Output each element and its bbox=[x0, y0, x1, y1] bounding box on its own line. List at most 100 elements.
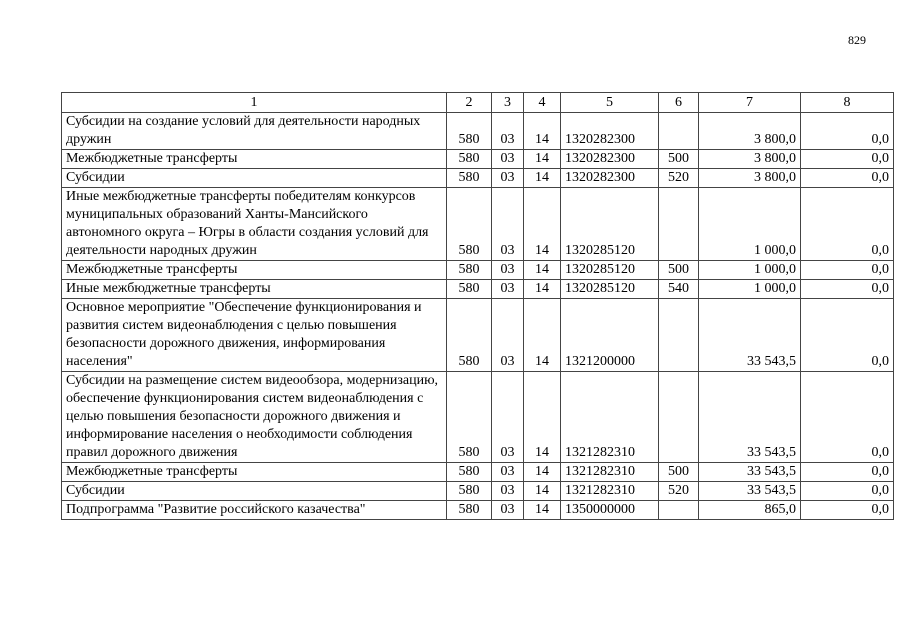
subsection-code: 14 bbox=[523, 112, 561, 150]
amount-col7: 3 800,0 bbox=[698, 112, 801, 150]
expense-type bbox=[658, 112, 699, 150]
subsection-code: 14 bbox=[523, 500, 561, 520]
amount-col7: 1 000,0 bbox=[698, 260, 801, 280]
amount-col8: 0,0 bbox=[800, 260, 894, 280]
admin-code: 580 bbox=[446, 279, 492, 299]
subsection-code: 14 bbox=[523, 168, 561, 188]
section-code: 03 bbox=[491, 481, 524, 501]
admin-code: 580 bbox=[446, 500, 492, 520]
column-header: 4 bbox=[523, 92, 561, 113]
amount-col7: 1 000,0 bbox=[698, 279, 801, 299]
amount-col7: 3 800,0 bbox=[698, 149, 801, 169]
table-row: Межбюджетные трансферты 580 03 14 1321282310… bbox=[61, 462, 894, 482]
column-header: 7 bbox=[698, 92, 801, 113]
table-row: Подпрограмма "Развитие российского казач… bbox=[61, 500, 894, 520]
target-article: 1350000000 bbox=[560, 500, 659, 520]
subsection-code: 14 bbox=[523, 149, 561, 169]
amount-col7: 33 543,5 bbox=[698, 462, 801, 482]
table-row: Субсидии 580 03 14 1321282310 520 33 543,5 0,0 bbox=[61, 481, 894, 501]
amount-col8: 0,0 bbox=[800, 371, 894, 463]
amount-col8: 0,0 bbox=[800, 168, 894, 188]
amount-col8: 0,0 bbox=[800, 149, 894, 169]
expense-type: 520 bbox=[658, 168, 699, 188]
amount-col8: 0,0 bbox=[800, 500, 894, 520]
expense-type: 500 bbox=[658, 149, 699, 169]
expense-type bbox=[658, 187, 699, 261]
subsection-code: 14 bbox=[523, 187, 561, 261]
admin-code: 580 bbox=[446, 187, 492, 261]
admin-code: 580 bbox=[446, 462, 492, 482]
section-code: 03 bbox=[491, 112, 524, 150]
expense-type: 500 bbox=[658, 260, 699, 280]
expense-type bbox=[658, 298, 699, 372]
row-name: Иные межбюджетные трансферты победителям… bbox=[61, 187, 447, 261]
table-row: Межбюджетные трансферты 580 03 14 1320285120… bbox=[61, 260, 894, 280]
row-name: Межбюджетные трансферты bbox=[61, 462, 447, 482]
expense-type: 500 bbox=[658, 462, 699, 482]
table-row: Иные межбюджетные трансферты 580 03 14 13202… bbox=[61, 279, 894, 299]
section-code: 03 bbox=[491, 149, 524, 169]
admin-code: 580 bbox=[446, 168, 492, 188]
subsection-code: 14 bbox=[523, 279, 561, 299]
row-name: Субсидии bbox=[61, 168, 447, 188]
amount-col8: 0,0 bbox=[800, 462, 894, 482]
amount-col8: 0,0 bbox=[800, 481, 894, 501]
table-row: Субсидии на создание условий для деятель… bbox=[61, 112, 894, 150]
section-code: 03 bbox=[491, 298, 524, 372]
column-header: 5 bbox=[560, 92, 659, 113]
target-article: 1320285120 bbox=[560, 187, 659, 261]
subsection-code: 14 bbox=[523, 462, 561, 482]
column-header: 3 bbox=[491, 92, 524, 113]
row-name: Межбюджетные трансферты bbox=[61, 149, 447, 169]
row-name: Субсидии bbox=[61, 481, 447, 501]
row-name: Основное мероприятие "Обеспечение функци… bbox=[61, 298, 447, 372]
column-header: 2 bbox=[446, 92, 492, 113]
section-code: 03 bbox=[491, 462, 524, 482]
admin-code: 580 bbox=[446, 260, 492, 280]
table-row: Иные межбюджетные трансферты победителям… bbox=[61, 187, 894, 261]
column-header: 6 bbox=[658, 92, 699, 113]
admin-code: 580 bbox=[446, 371, 492, 463]
row-name: Субсидии на создание условий для деятель… bbox=[61, 112, 447, 150]
expense-type bbox=[658, 500, 699, 520]
admin-code: 580 bbox=[446, 112, 492, 150]
target-article: 1321200000 bbox=[560, 298, 659, 372]
expense-type bbox=[658, 371, 699, 463]
amount-col7: 33 543,5 bbox=[698, 298, 801, 372]
subsection-code: 14 bbox=[523, 481, 561, 501]
expense-type: 520 bbox=[658, 481, 699, 501]
table-row: Субсидии на размещение систем видеообзор… bbox=[61, 371, 894, 463]
amount-col8: 0,0 bbox=[800, 187, 894, 261]
table-row: Межбюджетные трансферты 580 03 14 1320282300… bbox=[61, 149, 894, 169]
table-row: Основное мероприятие "Обеспечение функци… bbox=[61, 298, 894, 372]
target-article: 1321282310 bbox=[560, 481, 659, 501]
row-name: Субсидии на размещение систем видеообзор… bbox=[61, 371, 447, 463]
section-code: 03 bbox=[491, 371, 524, 463]
budget-table: 1 2 3 4 5 6 7 8 Субсидии на создание усл… bbox=[61, 92, 894, 520]
page-number: 829 bbox=[848, 33, 866, 47]
amount-col8: 0,0 bbox=[800, 279, 894, 299]
target-article: 1320282300 bbox=[560, 149, 659, 169]
amount-col7: 865,0 bbox=[698, 500, 801, 520]
section-code: 03 bbox=[491, 500, 524, 520]
section-code: 03 bbox=[491, 168, 524, 188]
amount-col7: 3 800,0 bbox=[698, 168, 801, 188]
row-name: Иные межбюджетные трансферты bbox=[61, 279, 447, 299]
amount-col8: 0,0 bbox=[800, 298, 894, 372]
section-code: 03 bbox=[491, 187, 524, 261]
section-code: 03 bbox=[491, 279, 524, 299]
header-row: 1 2 3 4 5 6 7 8 bbox=[61, 92, 894, 113]
target-article: 1320285120 bbox=[560, 279, 659, 299]
target-article: 1320282300 bbox=[560, 168, 659, 188]
section-code: 03 bbox=[491, 260, 524, 280]
target-article: 1320282300 bbox=[560, 112, 659, 150]
subsection-code: 14 bbox=[523, 371, 561, 463]
column-header: 1 bbox=[61, 92, 447, 113]
amount-col8: 0,0 bbox=[800, 112, 894, 150]
row-name: Подпрограмма "Развитие российского казач… bbox=[61, 500, 447, 520]
admin-code: 580 bbox=[446, 149, 492, 169]
admin-code: 580 bbox=[446, 298, 492, 372]
row-name: Межбюджетные трансферты bbox=[61, 260, 447, 280]
expense-type: 540 bbox=[658, 279, 699, 299]
admin-code: 580 bbox=[446, 481, 492, 501]
